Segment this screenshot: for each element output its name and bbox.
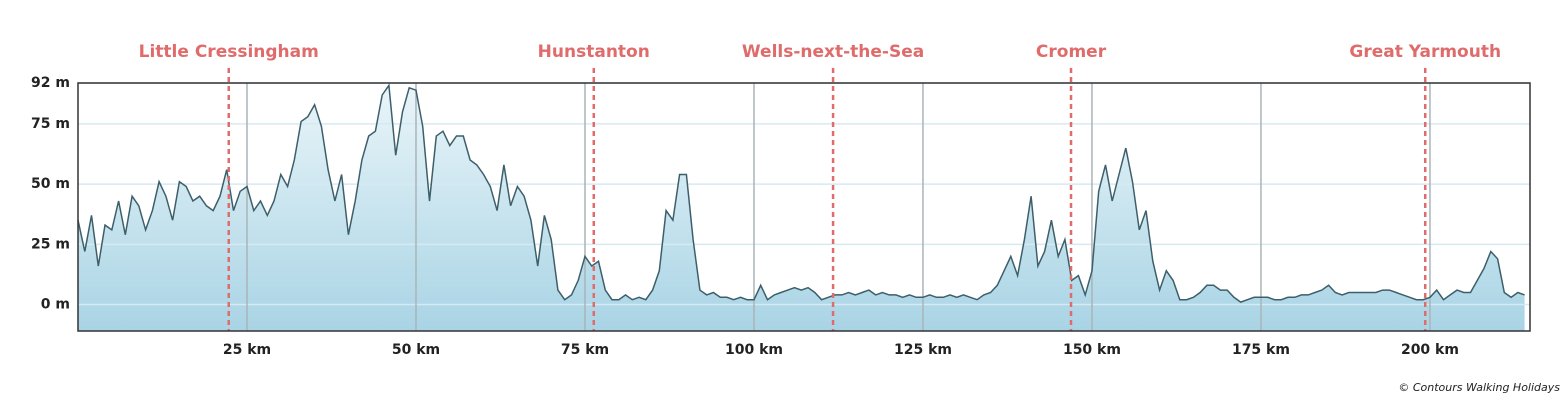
x-tick-label: 50 km bbox=[392, 342, 440, 358]
x-tick-label: 125 km bbox=[894, 342, 952, 358]
plot-frame bbox=[77, 82, 1531, 332]
place-label: Hunstanton bbox=[538, 42, 650, 62]
place-label: Cromer bbox=[1036, 42, 1107, 62]
credit: © Contours Walking Holidays bbox=[1398, 381, 1560, 394]
y-tick-label: 92 m bbox=[31, 75, 70, 91]
elevation-line bbox=[77, 83, 1525, 303]
y-tick-label: 0 m bbox=[41, 297, 70, 313]
x-tick-label: 175 km bbox=[1232, 342, 1290, 358]
x-tick-label: 25 km bbox=[223, 342, 271, 358]
x-tick-label: 75 km bbox=[561, 342, 609, 358]
y-tick-label: 75 m bbox=[31, 116, 70, 132]
place-label: Great Yarmouth bbox=[1349, 42, 1501, 62]
place-label: Wells-next-the-Sea bbox=[742, 42, 924, 62]
x-tick-label: 200 km bbox=[1401, 342, 1459, 358]
y-tick-label: 25 m bbox=[31, 236, 70, 252]
area-fill bbox=[78, 85, 1525, 332]
x-tick-label: 150 km bbox=[1063, 342, 1121, 358]
place-label: Little Cressingham bbox=[139, 42, 319, 62]
y-tick-label: 50 m bbox=[31, 176, 70, 192]
x-tick-label: 100 km bbox=[725, 342, 783, 358]
